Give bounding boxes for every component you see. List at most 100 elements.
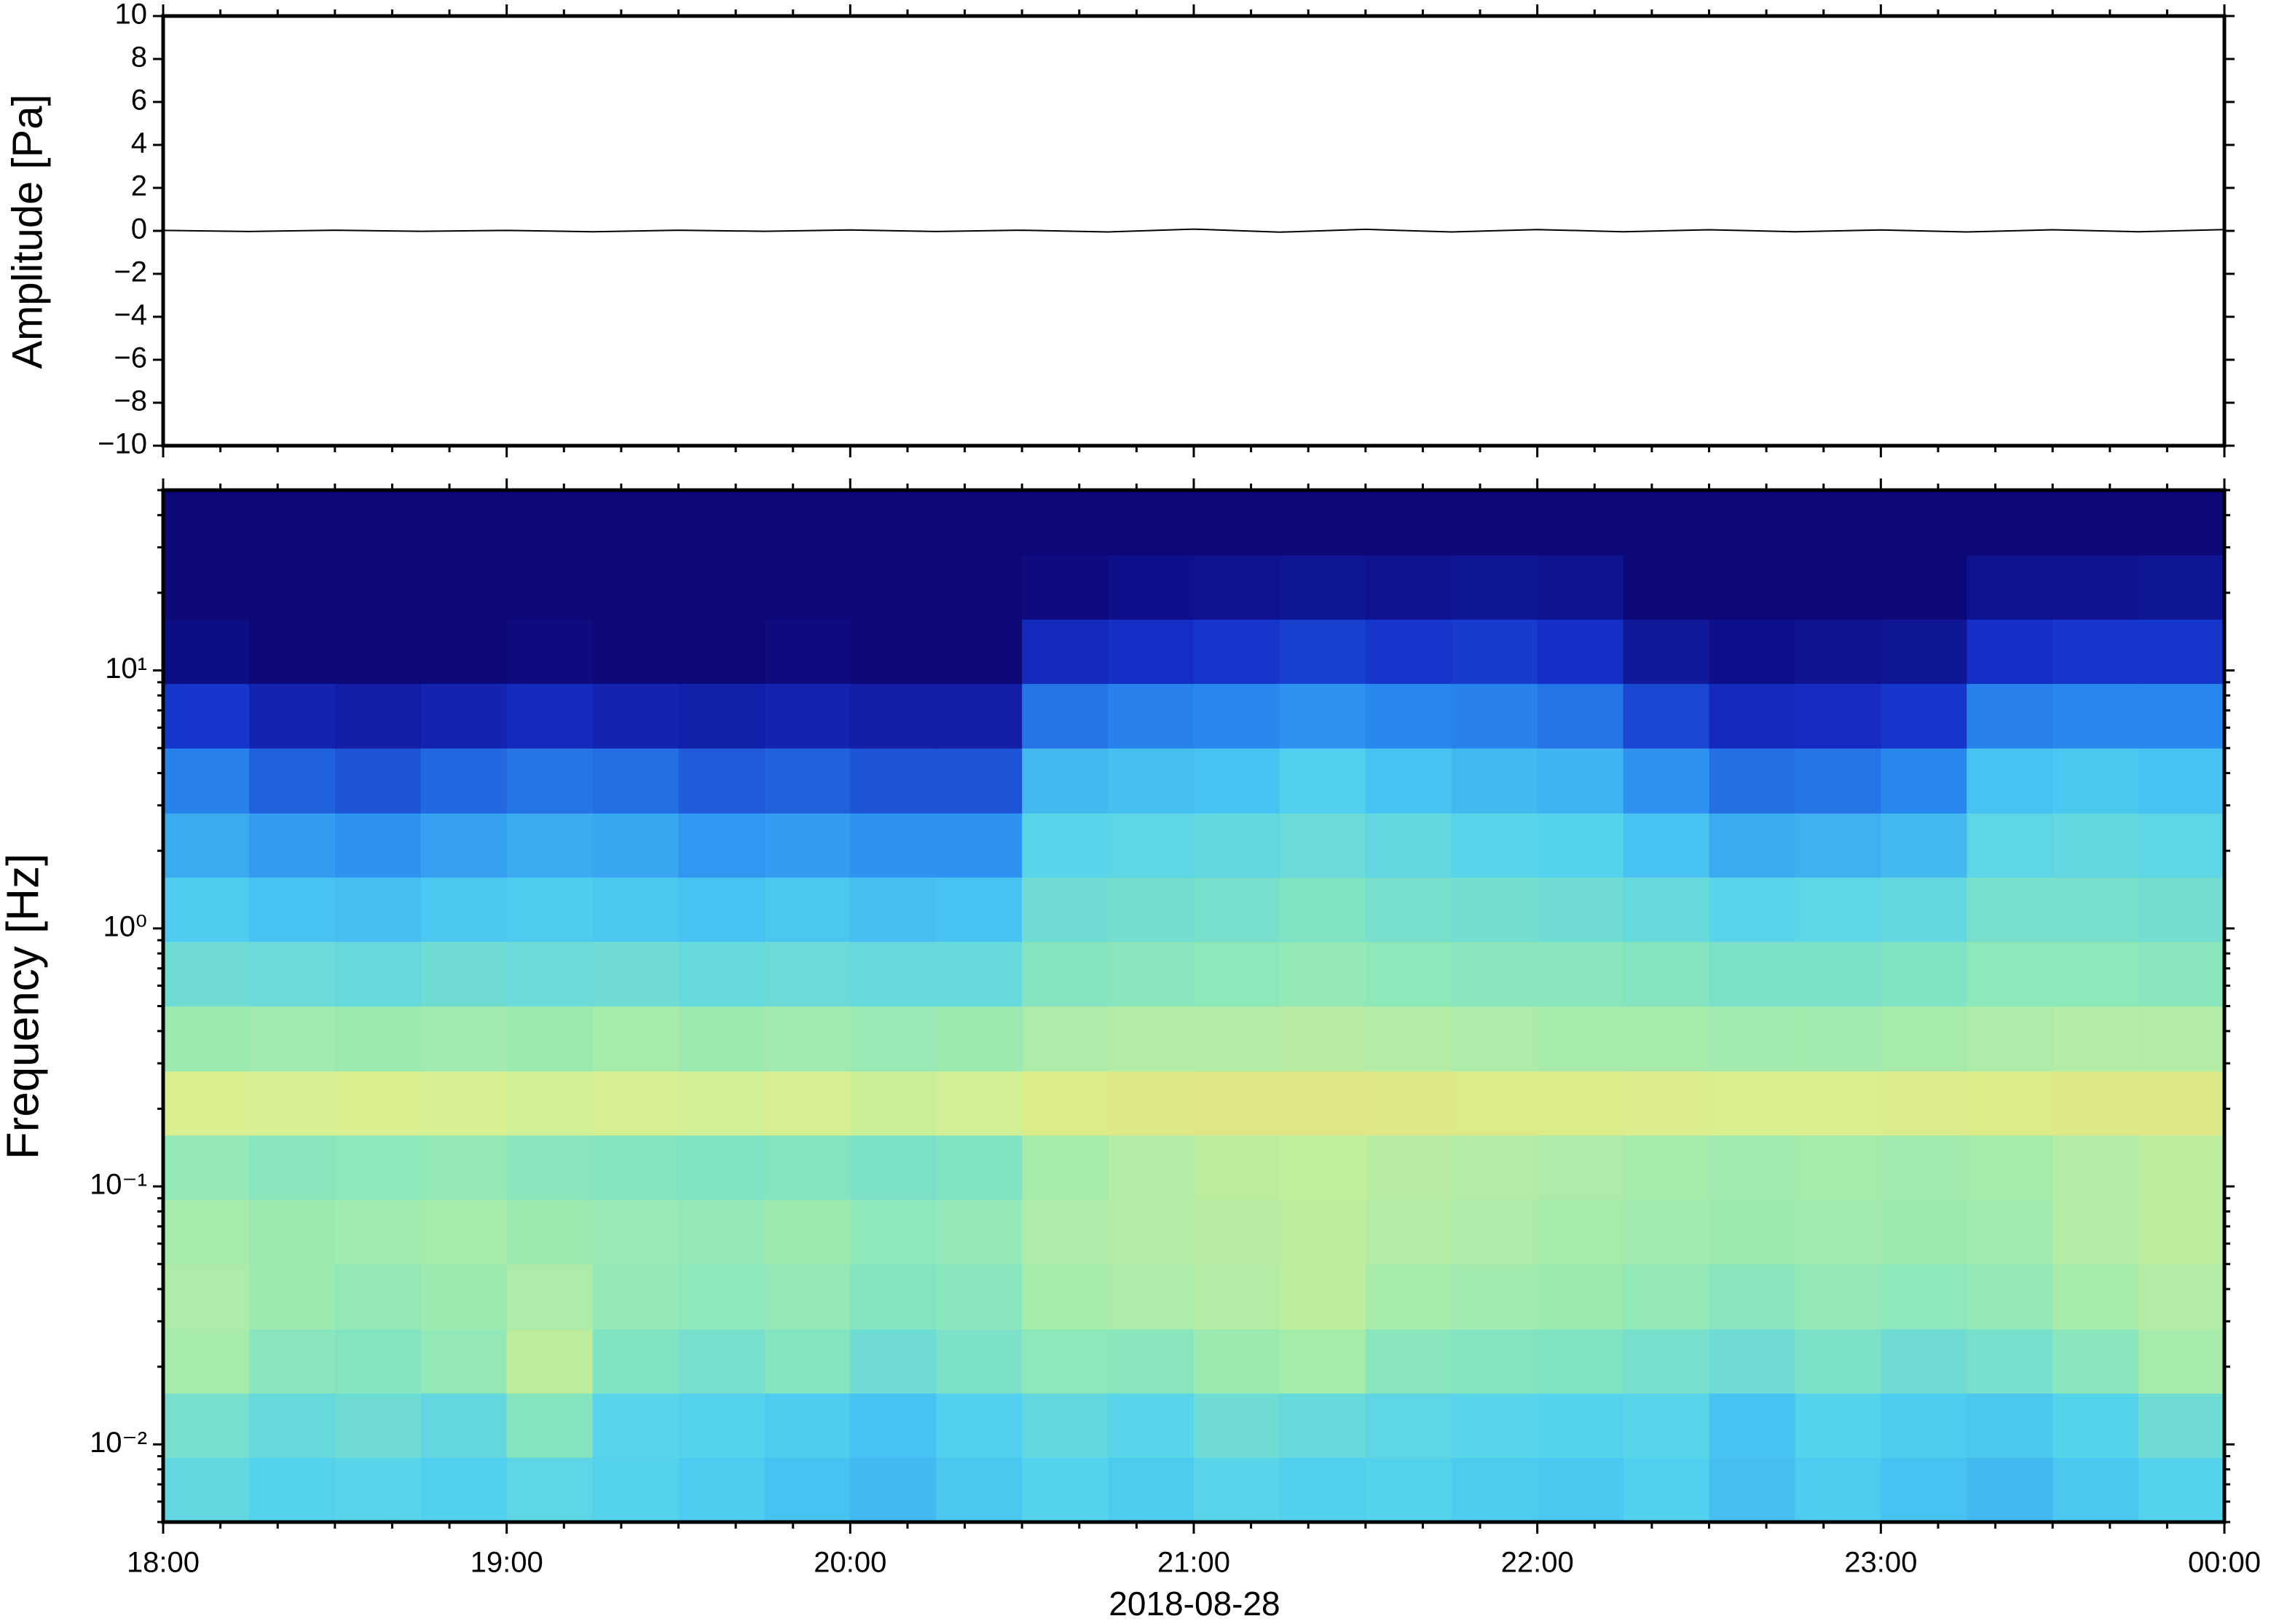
heatmap-cell [1365,877,1452,942]
heatmap-cell [163,1071,250,1136]
heatmap-cell [506,683,594,749]
heatmap-cell [2138,490,2225,556]
heatmap-cell [1967,555,2053,620]
heatmap-cell [506,1392,594,1458]
heatmap-cell [1537,877,1624,942]
heatmap-cell [1365,813,1452,878]
heatmap-cell [764,1071,851,1136]
heatmap-cell [1022,1457,1109,1523]
heatmap-cell [1279,813,1366,878]
heatmap-cell [1365,1071,1452,1136]
heatmap-cell [1881,877,1967,942]
heatmap-cell [936,748,1023,814]
heatmap-cell [678,1392,765,1458]
heatmap-cell [248,490,336,556]
heatmap-cell [1623,1006,1710,1072]
heatmap-cell [1537,1135,1624,1200]
heatmap-cell [334,555,422,620]
heatmap-cell [592,1457,680,1523]
heatmap-cell [420,1264,508,1330]
heatmap-cell [1194,490,1280,556]
heatmap-cell [2138,1006,2225,1072]
heatmap-cell [1022,1328,1109,1394]
plot-frame [161,488,2227,1524]
heatmap-cell [334,1457,422,1523]
heatmap-cell [248,1199,336,1265]
y-axis-label: Frequency [Hz] [0,854,48,1159]
x-tick-label: 22:00 [1501,1547,1574,1579]
heatmap-cell [1108,555,1194,620]
heatmap-cell [936,1264,1023,1330]
heatmap-cell [1194,813,1280,878]
heatmap-cell [2052,1006,2139,1072]
heatmap-cell [1623,619,1710,685]
heatmap-cell [678,1328,765,1394]
heatmap-cell [592,1071,680,1136]
heatmap-cell [2052,490,2139,556]
heatmap-cell [1279,748,1366,814]
heatmap-cell [850,1264,937,1330]
heatmap-cell [850,877,937,942]
heatmap-cell [1537,1199,1624,1265]
heatmap-cell [2138,748,2225,814]
heatmap-cell [850,490,937,556]
heatmap-cell [764,877,851,942]
heatmap-cell [1881,1071,1967,1136]
y-tick-label: 10 [115,0,148,31]
heatmap-cell [1795,1135,1881,1200]
heatmap-cell [1365,1457,1452,1523]
heatmap-cell [1451,1135,1538,1200]
heatmap-cell [248,619,336,685]
plot-frame [161,14,2227,448]
heatmap-cell [1881,555,1967,620]
heatmap-cell [1623,877,1710,942]
heatmap-cell [592,1006,680,1072]
heatmap-cell [1709,1264,1796,1330]
heatmap-cell [1451,813,1538,878]
heatmap-cell [2138,877,2225,942]
heatmap-cell [1279,555,1366,620]
heatmap-cell [1881,813,1967,878]
heatmap-cell [1967,1457,2053,1523]
heatmap-cell [1108,1328,1194,1394]
heatmap-cell [163,619,250,685]
heatmap-cell [850,683,937,749]
heatmap-cell [248,877,336,942]
heatmap-cell [1194,619,1280,685]
heatmap-cell [1279,683,1366,749]
heatmap-cell [1022,619,1109,685]
heatmap-cell [678,1006,765,1072]
y-tick-label: −8 [114,385,147,417]
heatmap-cell [1795,941,1881,1007]
heatmap-cell [1451,1328,1538,1394]
heatmap-cell [764,813,851,878]
heatmap-cell [1365,490,1452,556]
heatmap-cell [1108,490,1194,556]
heatmap-cell [1194,1199,1280,1265]
heatmap-cell [2052,555,2139,620]
heatmap-cell [1365,555,1452,620]
y-tick-label: 6 [131,84,147,117]
heatmap-cell [1451,1071,1538,1136]
heatmap-cell [163,1135,250,1200]
heatmap-cell [1365,1264,1452,1330]
heatmap-cell [1365,619,1452,685]
heatmap-cell [420,1071,508,1136]
heatmap-cell [334,1264,422,1330]
heatmap-cell [592,1328,680,1394]
heatmap-cell [1709,555,1796,620]
heatmap-cell [592,1199,680,1265]
heatmap-cell [163,555,250,620]
heatmap-cell [506,1071,594,1136]
heatmap-cell [764,1264,851,1330]
heatmap-cell [1108,1071,1194,1136]
heatmap-cell [248,748,336,814]
heatmap-cell [248,683,336,749]
heatmap-cell [1623,1199,1710,1265]
heatmap-cell [1279,619,1366,685]
heatmap-cell [850,941,937,1007]
heatmap-cell [592,1392,680,1458]
heatmap-cell [1108,813,1194,878]
heatmap-cell [1108,1392,1194,1458]
heatmap-cell [1967,877,2053,942]
